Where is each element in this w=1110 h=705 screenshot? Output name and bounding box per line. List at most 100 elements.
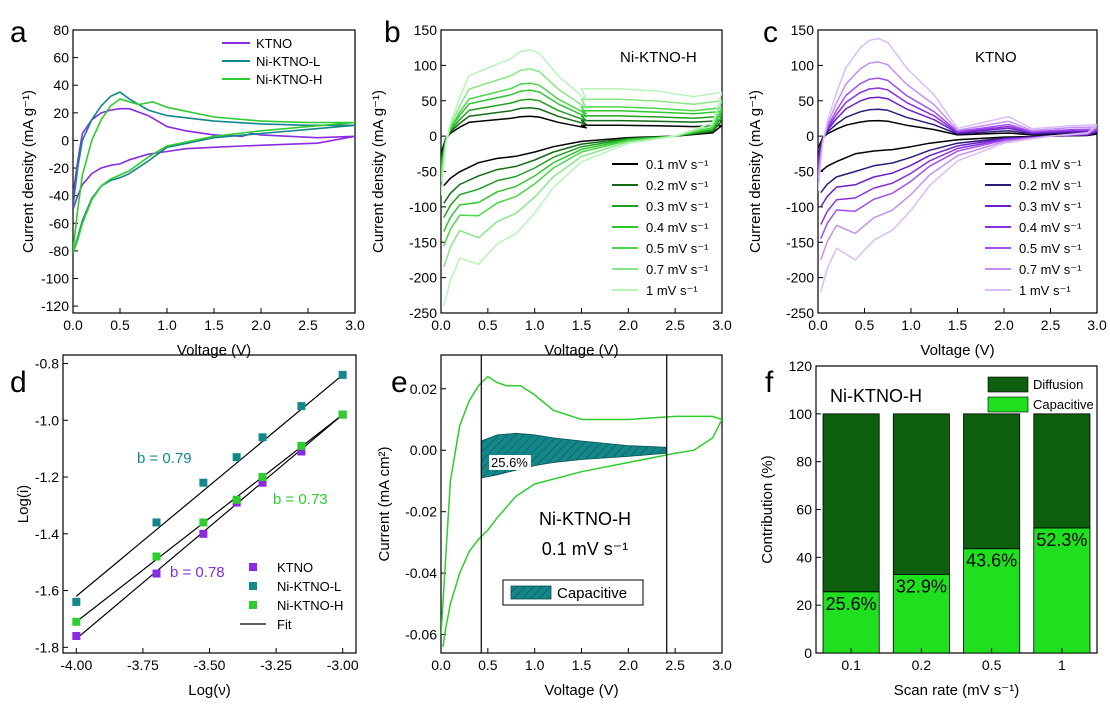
x-tick-label: 2.5 bbox=[665, 657, 685, 673]
panel-letter: f bbox=[765, 366, 774, 399]
y-tick-label: -1.4 bbox=[35, 526, 59, 542]
panel-letter: a bbox=[10, 16, 27, 49]
x-tick-label: 0.5 bbox=[855, 317, 875, 333]
y-tick-label: 0 bbox=[429, 128, 437, 144]
x-tick-label: 1.0 bbox=[901, 317, 921, 333]
x-tick-label: 1.5 bbox=[572, 657, 592, 673]
legend-entry: 0.4 mV s⁻¹ bbox=[1019, 220, 1082, 235]
x-tick-label: 0.0 bbox=[63, 317, 83, 333]
legend-swatch bbox=[249, 601, 257, 609]
x-tick-label: 0.0 bbox=[431, 317, 451, 333]
x-tick-label: 0.0 bbox=[808, 317, 828, 333]
legend-entry: 0.2 mV s⁻¹ bbox=[646, 178, 709, 193]
y-tick-label: 60 bbox=[796, 502, 812, 518]
bar-diffusion bbox=[963, 413, 1021, 550]
legend-entry: 0.5 mV s⁻¹ bbox=[1019, 241, 1082, 256]
y-tick-label: 80 bbox=[53, 22, 69, 38]
y-tick-label: -100 bbox=[786, 199, 814, 215]
panel-title: Ni-KTNO-H bbox=[830, 386, 922, 406]
series-line bbox=[818, 37, 1097, 293]
legend-entry: 1 mV s⁻¹ bbox=[1019, 283, 1071, 298]
x-tick-label: 1 bbox=[1058, 657, 1066, 673]
plot-area bbox=[441, 49, 722, 307]
legend-entry: Ni-KTNO-H bbox=[256, 72, 322, 87]
legend-entry: 1 mV s⁻¹ bbox=[646, 283, 698, 298]
series-line bbox=[818, 61, 1097, 261]
slope-annotation: b = 0.78 bbox=[170, 564, 225, 581]
y-tick-label: 20 bbox=[53, 105, 69, 121]
bar-label: 32.9% bbox=[896, 576, 947, 596]
legend-swatch bbox=[987, 396, 1029, 413]
x-tick-label: 3.0 bbox=[345, 317, 365, 333]
series-line bbox=[441, 107, 722, 204]
legend-entry: 0.4 mV s⁻¹ bbox=[646, 220, 709, 235]
y-tick-label: 150 bbox=[414, 22, 438, 38]
x-tick-label: 1.5 bbox=[204, 317, 224, 333]
y-axis-label: Current density (mA g⁻¹) bbox=[20, 90, 37, 253]
y-tick-label: 0 bbox=[61, 132, 69, 148]
x-tick-label: -3.75 bbox=[127, 657, 159, 673]
x-tick-label: 0.2 bbox=[912, 657, 932, 673]
series-line bbox=[818, 96, 1097, 208]
data-point bbox=[72, 597, 81, 606]
plot-frame bbox=[440, 354, 723, 654]
fit-line bbox=[75, 374, 344, 597]
y-tick-label: -100 bbox=[409, 199, 437, 215]
data-point bbox=[72, 617, 81, 626]
y-tick-label: 100 bbox=[789, 406, 813, 422]
panel-b: b 0.0 0.5 1.0 1.5 2.0 2.5 3.0 -250 -200 -150 -100 -5… bbox=[370, 16, 732, 359]
data-point bbox=[297, 402, 306, 411]
bar-label: 52.3% bbox=[1036, 530, 1087, 550]
data-point bbox=[199, 529, 208, 538]
x-tick-label: 1.0 bbox=[157, 317, 177, 333]
data-point bbox=[232, 453, 241, 462]
plot-area bbox=[441, 355, 722, 653]
y-tick-label: -150 bbox=[409, 234, 437, 250]
series-line bbox=[441, 68, 722, 268]
y-tick-label: 40 bbox=[53, 77, 69, 93]
data-point bbox=[338, 410, 347, 419]
x-axis-label: Voltage (V) bbox=[544, 342, 618, 359]
x-tick-label: 0.0 bbox=[431, 657, 451, 673]
y-axis-label: Current density (mA g⁻¹) bbox=[370, 90, 387, 253]
percent-box bbox=[489, 455, 531, 470]
legend-swatch bbox=[249, 563, 257, 571]
x-tick-label: 3.0 bbox=[712, 317, 732, 333]
legend-entry: 0.7 mV s⁻¹ bbox=[1019, 262, 1082, 277]
x-tick-label: 2.5 bbox=[298, 317, 318, 333]
series-line bbox=[441, 82, 722, 247]
series-line bbox=[818, 119, 1097, 173]
x-tick-label: 2.0 bbox=[619, 317, 639, 333]
legend-entry: 0.1 mV s⁻¹ bbox=[1019, 157, 1082, 172]
y-tick-label: -150 bbox=[786, 234, 814, 250]
legend-entry: Capacitive bbox=[557, 585, 627, 602]
series-line bbox=[818, 77, 1097, 239]
y-axis-label: Contribution (%) bbox=[759, 455, 776, 563]
panel-title: Ni-KTNO-H bbox=[620, 49, 697, 66]
plot-area bbox=[818, 37, 1097, 293]
data-point bbox=[199, 478, 208, 487]
x-tick-label: 0.5 bbox=[110, 317, 130, 333]
x-tick-label: 2.0 bbox=[619, 657, 639, 673]
x-tick-label: 0.5 bbox=[982, 657, 1002, 673]
y-axis-label: Current (mA cm²) bbox=[376, 446, 393, 561]
y-tick-label: -0.04 bbox=[405, 565, 437, 581]
data-point bbox=[199, 518, 208, 527]
y-tick-label: -250 bbox=[786, 305, 814, 321]
series-line bbox=[441, 115, 722, 187]
y-axis-label: Current density (mA g⁻¹) bbox=[747, 90, 764, 253]
y-tick-label: 0 bbox=[804, 645, 812, 661]
x-axis-label: Log(ν) bbox=[188, 682, 231, 699]
x-tick-label: 1.0 bbox=[525, 317, 545, 333]
panel-letter: d bbox=[10, 366, 27, 399]
y-tick-label: 20 bbox=[796, 597, 812, 613]
x-tick-label: -3.25 bbox=[260, 657, 292, 673]
data-point bbox=[72, 631, 81, 640]
slope-annotation: b = 0.79 bbox=[137, 450, 192, 467]
data-point bbox=[258, 433, 267, 442]
legend-entry: 0.3 mV s⁻¹ bbox=[646, 199, 709, 214]
y-tick-label: -60 bbox=[49, 215, 69, 231]
legend-entry: KTNO bbox=[277, 560, 313, 575]
x-axis-label: Voltage (V) bbox=[544, 682, 618, 699]
panel-d: d -4.00 -3.75 -3.50 -3.25 -3.00 -1.8 -1.6 -1.4 -1… bbox=[10, 354, 359, 699]
